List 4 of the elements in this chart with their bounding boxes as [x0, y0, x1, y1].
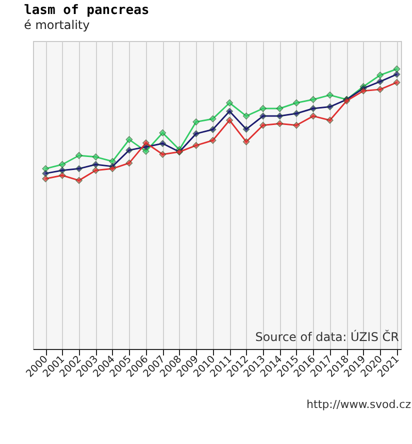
chart-subtitle: é mortality	[24, 18, 90, 32]
annotation: Source of data: ÚZIS ČR	[255, 329, 399, 344]
text: http://www.svod.cz	[306, 398, 412, 411]
chart-title: lasm of pancreas	[24, 3, 150, 18]
